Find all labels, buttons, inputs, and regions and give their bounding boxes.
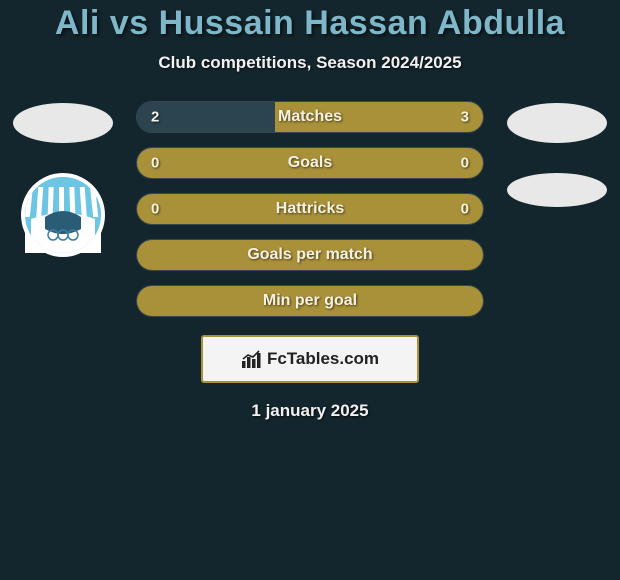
stat-value-left: 2	[151, 109, 159, 126]
club-right-logo-placeholder	[507, 173, 607, 207]
player-right-column	[502, 101, 612, 207]
stat-label: Hattricks	[276, 200, 344, 218]
stat-label: Goals per match	[247, 246, 372, 264]
stat-label: Goals	[288, 154, 332, 172]
subtitle: Club competitions, Season 2024/2025	[0, 53, 620, 73]
stat-value-left: 0	[151, 155, 159, 172]
stat-bar: Matches 2 3	[136, 101, 484, 133]
brand-text: FcTables.com	[267, 349, 379, 369]
main-row: Matches 2 3 Goals 0 0 Hattricks 0 0 Goals per mat…	[0, 101, 620, 317]
stat-label: Min per goal	[263, 292, 357, 310]
stat-bar: Goals 0 0	[136, 147, 484, 179]
club-logo-icon	[25, 177, 101, 253]
comparison-card: Ali vs Hussain Hassan Abdulla Club compe…	[0, 0, 620, 421]
stat-value-right: 0	[461, 155, 469, 172]
chart-icon	[241, 349, 263, 369]
stat-bar-left-segment	[137, 148, 310, 178]
stat-bar: Goals per match	[136, 239, 484, 271]
date-line: 1 january 2025	[0, 401, 620, 421]
stat-value-right: 0	[461, 201, 469, 218]
stat-label: Matches	[278, 108, 342, 126]
stat-bar: Hattricks 0 0	[136, 193, 484, 225]
stat-bar: Min per goal	[136, 285, 484, 317]
player-left-column	[8, 101, 118, 257]
page-title: Ali vs Hussain Hassan Abdulla	[0, 4, 620, 43]
stat-value-left: 0	[151, 201, 159, 218]
brand-badge: FcTables.com	[201, 335, 419, 383]
stat-bar-right-segment	[310, 148, 483, 178]
stat-value-right: 3	[461, 109, 469, 126]
stats-bars: Matches 2 3 Goals 0 0 Hattricks 0 0 Goals per mat…	[118, 101, 502, 317]
player-left-photo-placeholder	[13, 103, 113, 143]
club-left-logo	[21, 173, 105, 257]
player-right-photo-placeholder	[507, 103, 607, 143]
